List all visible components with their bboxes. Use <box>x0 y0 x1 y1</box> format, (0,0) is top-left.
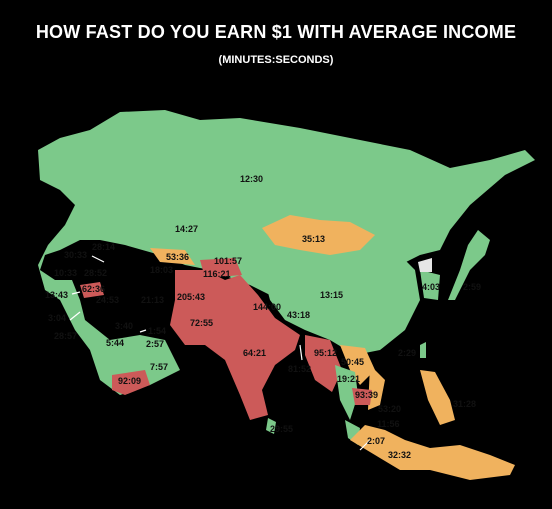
label-yemen: 92:09 <box>118 376 141 386</box>
landmass-uzbekistan <box>150 248 195 265</box>
label-saudi-arabia: 5:44 <box>106 338 124 348</box>
label-russia: 12:30 <box>240 174 263 184</box>
label-vietnam: 53:20 <box>378 404 401 414</box>
label-mongolia: 35:13 <box>302 234 325 244</box>
label-iraq: 24:53 <box>96 295 119 305</box>
landmass-yemen <box>112 370 150 395</box>
landmass-indonesia <box>350 425 515 480</box>
landmass-mongolia <box>262 215 375 255</box>
label-turkey: 10:33 <box>54 268 77 278</box>
label-kuwait: 3:40 <box>115 321 133 331</box>
landmass-laos <box>340 345 375 385</box>
leader-lines <box>69 255 371 451</box>
landmass-korea <box>420 270 440 300</box>
label-kazakhstan: 14:27 <box>175 224 198 234</box>
label-armenia: 30:33 <box>64 250 87 260</box>
leader-line-lebanon <box>71 291 81 295</box>
label-laos: 50:45 <box>341 357 364 367</box>
label-cambodia: 93:39 <box>355 390 378 400</box>
label-myanmar: 95:12 <box>314 348 337 358</box>
label-uae: 2:57 <box>146 339 164 349</box>
label-south-korea: 4:03 <box>422 282 440 292</box>
label-bangladesh: 81:52 <box>288 364 311 374</box>
label-tajikistan: 116:21 <box>203 269 231 279</box>
leader-line-singapore <box>359 439 371 451</box>
label-pakistan: 72:55 <box>190 318 213 328</box>
landmass-sri-lanka <box>266 418 276 434</box>
landmass-kyrgyz-tajik <box>200 258 242 278</box>
landmass-north-korea <box>418 258 432 272</box>
label-sri-lanka: 29:55 <box>270 424 293 434</box>
label-iran: 21:13 <box>141 295 164 305</box>
landmass-vietnam <box>368 365 385 410</box>
label-israel: 3:04 <box>48 313 66 323</box>
leader-line-israel <box>69 311 81 321</box>
label-qatar: 1:54 <box>148 326 166 336</box>
leader-line-armenia <box>91 255 105 263</box>
landmass-myanmar <box>305 335 342 392</box>
label-nepal: 144:00 <box>253 302 281 312</box>
label-philippines: 31:28 <box>453 399 476 409</box>
label-syria: 62:36 <box>82 284 105 294</box>
landmass-syria <box>80 282 104 298</box>
leader-line-bangladesh <box>299 344 303 361</box>
landmass-japan <box>448 230 490 300</box>
label-azerbaijan: 28:52 <box>84 268 107 278</box>
landmass-thailand <box>335 365 358 420</box>
label-japan: 2:59 <box>463 282 481 292</box>
label-thailand: 19:21 <box>337 374 360 384</box>
landmass-china <box>260 220 420 355</box>
map-labels: 12:30 14:27 35:13 13:15 4:03 2:59 28:14 … <box>45 174 481 460</box>
label-indonesia: 32:32 <box>388 450 411 460</box>
label-georgia: 28:14 <box>92 242 115 252</box>
label-afghanistan: 205:43 <box>177 292 205 302</box>
label-kyrgyzstan: 101:57 <box>214 256 242 266</box>
landmass-cambodia <box>352 388 372 405</box>
label-turkmenistan: 18:03 <box>150 265 173 275</box>
map-subtitle: (MINUTES:SECONDS) <box>218 54 334 66</box>
label-taiwan: 2:29 <box>398 348 416 358</box>
label-singapore: 2:07 <box>367 436 385 446</box>
landmass-south-asia <box>170 270 300 420</box>
landmass-philippines <box>420 370 455 425</box>
label-uzbekistan: 53:36 <box>166 252 189 262</box>
label-malaysia: 11:56 <box>377 419 400 429</box>
label-jordan: 28:57 <box>54 331 77 341</box>
label-oman: 7:57 <box>150 362 168 372</box>
label-india: 64:21 <box>243 348 266 358</box>
landmass-taiwan <box>420 342 426 358</box>
leader-line-qatar <box>139 329 147 333</box>
label-china: 13:15 <box>320 290 343 300</box>
label-bhutan: 43:18 <box>287 310 310 320</box>
map-title: HOW FAST DO YOU EARN $1 WITH AVERAGE INC… <box>35 22 517 42</box>
label-lebanon: 13:43 <box>45 290 68 300</box>
